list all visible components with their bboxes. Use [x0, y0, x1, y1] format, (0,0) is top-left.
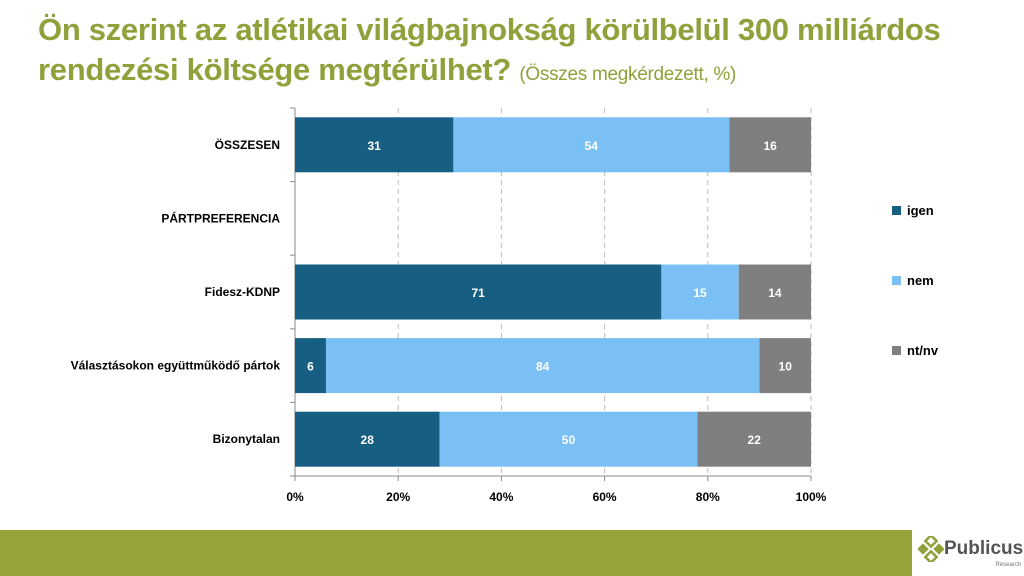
data-label: 16	[763, 139, 777, 153]
logo-tagline: Research	[995, 562, 1022, 568]
data-label: 28	[361, 433, 375, 447]
x-tick-label: 80%	[696, 490, 720, 504]
bar-nt-nv	[738, 264, 811, 320]
logo-diamond-icon	[918, 536, 944, 562]
category-label: Bizonytalan	[213, 432, 280, 446]
x-tick-label: 40%	[489, 490, 513, 504]
data-label: 10	[779, 360, 793, 374]
legend-swatch	[892, 346, 901, 355]
x-tick-label: 20%	[386, 490, 410, 504]
bar-nem	[661, 264, 739, 320]
legend-label: nem	[907, 273, 934, 288]
title-main: Ön szerint az atlétikai világbajnokság k…	[38, 12, 941, 87]
data-label: 22	[748, 433, 762, 447]
bar-nem	[439, 411, 698, 467]
bar-igen	[295, 117, 454, 173]
legend-swatch	[892, 206, 901, 215]
publicus-logo: Publicus Research	[918, 536, 1024, 568]
category-label: Fidesz-KDNP	[205, 285, 280, 299]
category-label: PÁRTPREFERENCIA	[161, 210, 280, 225]
legend-label: nt/nv	[907, 343, 939, 358]
data-label: 71	[472, 286, 486, 300]
title-sub: (Összes megkérdezett, %)	[519, 64, 737, 85]
bar-igen	[295, 264, 662, 320]
footer-band	[0, 530, 912, 576]
data-label: 14	[768, 286, 782, 300]
category-label: Választásokon együttműködő pártok	[71, 359, 281, 373]
stacked-bar-chart: 0% 20% 40% 60% 80% 100% ÖSSZESEN 31 54 16 PÁRTPREF…	[71, 107, 939, 504]
x-tick-label: 0%	[286, 490, 304, 504]
data-label: 84	[536, 360, 550, 374]
category-label: ÖSSZESEN	[215, 137, 280, 152]
x-tick-label: 100%	[796, 490, 827, 504]
chart-title: Ön szerint az atlétikai világbajnokság k…	[38, 10, 998, 95]
bar-nem	[453, 117, 730, 173]
bar-igen	[295, 411, 440, 467]
data-label: 54	[585, 139, 599, 153]
legend-label: igen	[907, 203, 934, 218]
data-label: 15	[693, 286, 707, 300]
x-tick-label: 60%	[593, 490, 617, 504]
bar-nt-nv	[697, 411, 811, 467]
bar-igen	[295, 338, 326, 394]
data-label: 31	[368, 139, 382, 153]
data-label: 50	[562, 433, 576, 447]
bar-nt-nv	[729, 117, 811, 173]
bar-nt-nv	[759, 338, 811, 394]
bar-nem	[325, 338, 760, 394]
logo-name: Publicus	[944, 538, 1024, 559]
legend-swatch	[892, 276, 901, 285]
data-label: 6	[307, 360, 314, 374]
